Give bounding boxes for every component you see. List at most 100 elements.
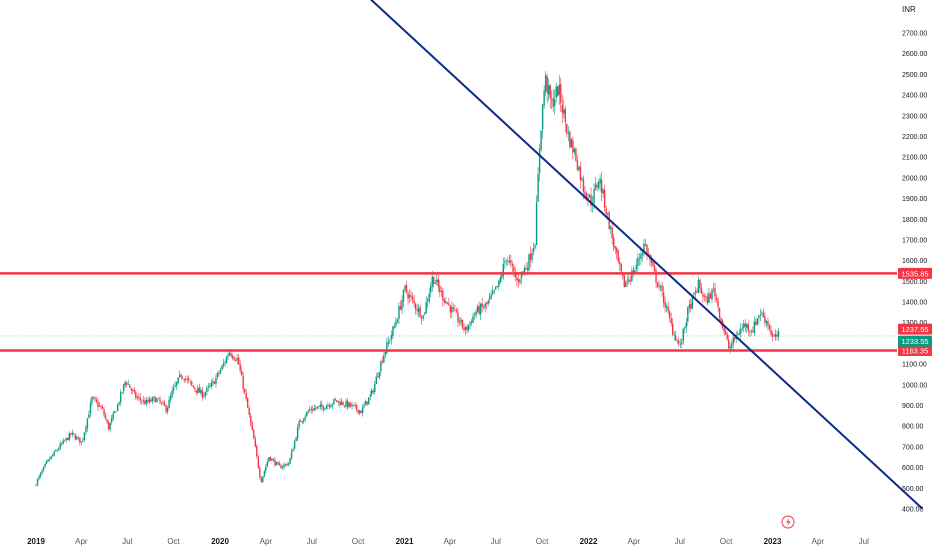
candle-body <box>231 355 234 359</box>
candle-body <box>298 421 300 428</box>
candles-layer <box>35 71 780 487</box>
candle-body <box>718 307 721 319</box>
candle-body <box>212 381 214 383</box>
candle-body <box>216 372 219 377</box>
candle-body <box>91 397 93 403</box>
candle-body <box>95 399 98 402</box>
candle-body <box>222 363 225 366</box>
candle-body <box>479 304 482 315</box>
candle-body <box>475 311 477 316</box>
candle-body <box>70 433 72 435</box>
candle-body <box>191 381 193 385</box>
trend-line[interactable] <box>370 0 923 510</box>
candle-body <box>664 301 666 308</box>
candle-body <box>588 194 591 198</box>
y-tick-label: 2600.00 <box>902 51 927 58</box>
candle-body <box>186 378 188 380</box>
candle-body <box>493 289 495 291</box>
candle-body <box>135 391 137 399</box>
candle-body <box>492 290 494 294</box>
candle-body <box>366 401 368 404</box>
y-tick-label: 400.00 <box>902 507 924 514</box>
candle-body <box>417 307 420 313</box>
candle-body <box>756 318 759 325</box>
lightning-icon[interactable] <box>781 515 795 529</box>
candle-body <box>256 445 258 457</box>
x-tick-label: Oct <box>167 537 180 546</box>
candle-body <box>594 184 597 190</box>
candle-body <box>336 400 338 403</box>
candle-body <box>116 404 119 411</box>
candle-body <box>495 286 497 290</box>
candle-body <box>369 394 371 397</box>
candle-body <box>130 388 132 391</box>
candle-body <box>543 90 545 106</box>
candle-body <box>705 296 707 298</box>
candle-body <box>118 402 120 405</box>
candle-body <box>218 372 220 374</box>
candle-body <box>384 351 387 356</box>
candle-body <box>484 303 486 308</box>
y-tick-label: 800.00 <box>902 424 924 431</box>
candle-body <box>240 371 243 376</box>
candle-body <box>659 286 662 288</box>
candle-body <box>197 388 199 394</box>
candle-body <box>163 402 166 406</box>
candle-body <box>774 333 777 337</box>
candle-body <box>337 401 340 402</box>
candle-body <box>485 302 488 305</box>
candle-body <box>755 321 757 326</box>
candle-body <box>183 378 185 381</box>
candle-body <box>737 334 739 336</box>
candle-body <box>185 378 187 380</box>
candle-body <box>383 355 385 363</box>
candle-body <box>667 306 669 312</box>
candle-body <box>668 311 671 319</box>
candle-body <box>342 402 344 405</box>
candle-body <box>395 322 397 326</box>
candle-body <box>224 362 226 364</box>
candle-body <box>340 401 343 405</box>
candle-body <box>759 314 762 316</box>
candle-body <box>245 392 247 400</box>
candle-body <box>233 357 235 360</box>
candle-body <box>534 245 536 248</box>
candle-body <box>151 397 154 402</box>
candle-body <box>490 294 492 298</box>
candle-body <box>113 411 116 413</box>
candle-body <box>293 441 296 449</box>
candle-body <box>153 397 155 399</box>
x-tick-label: Oct <box>536 537 549 546</box>
candle-body <box>581 177 583 180</box>
candle-body <box>139 397 142 401</box>
candle-body <box>45 461 48 464</box>
candle-body <box>442 290 444 301</box>
candle-body <box>263 471 266 476</box>
candle-body <box>73 432 75 435</box>
candle-body <box>449 305 452 313</box>
candle-body <box>727 339 730 348</box>
candle-body <box>169 395 172 400</box>
candle-body <box>611 227 613 239</box>
candle-body <box>546 76 548 93</box>
candle-body <box>124 381 126 385</box>
candle-body <box>61 443 63 445</box>
candle-body <box>76 437 78 440</box>
candle-body <box>452 307 455 310</box>
candle-body <box>89 402 92 414</box>
candle-body <box>602 189 604 194</box>
candle-body <box>688 304 691 308</box>
candle-body <box>502 264 505 277</box>
candle-body <box>166 407 169 413</box>
candle-body <box>614 246 616 249</box>
candle-body <box>296 427 299 439</box>
candle-body <box>206 387 208 392</box>
candle-body <box>507 260 509 262</box>
candle-body <box>309 409 311 411</box>
candle-body <box>178 374 181 377</box>
candle-body <box>284 463 287 465</box>
candle-body <box>694 291 697 293</box>
candle-body <box>42 466 45 471</box>
